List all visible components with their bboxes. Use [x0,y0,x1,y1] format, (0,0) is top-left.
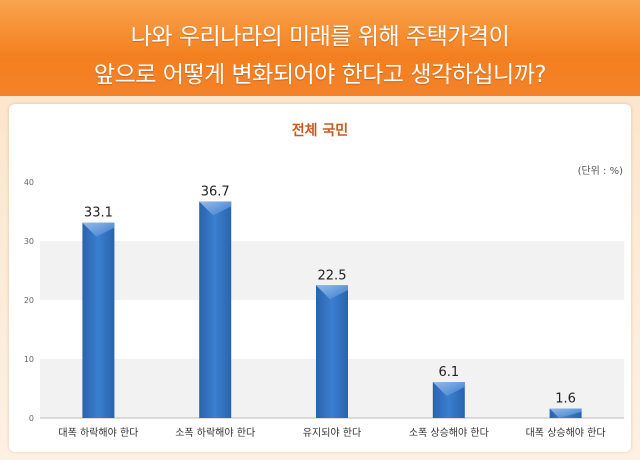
data-label: 6.1 [438,365,459,380]
data-label: 33.1 [84,206,113,221]
x-tick-label: 대폭 상승해야 한다 [526,426,606,439]
data-label: 1.6 [555,392,576,407]
bar-highlight [549,408,582,418]
x-tick-label: 대폭 하락해야 한다 [58,426,138,439]
y-tick-label: 40 [24,178,34,187]
bar-highlight [316,285,348,300]
data-label: 36.7 [201,184,230,199]
bar [316,285,348,418]
bar-highlight [432,382,465,397]
data-label: 22.5 [318,268,347,283]
bar-highlight [199,201,232,216]
unit-label: (단위 : %) [577,166,623,177]
y-tick-label: 0 [29,414,34,423]
x-tick-label: 소폭 상승해야 한다 [409,426,489,439]
question-line-1: 나와 우리나라의 미래를 위해 주택가격이 [130,24,510,50]
x-tick-label: 유지되야 한다 [303,427,361,439]
question-line-2: 앞으로 어떻게 변화되어야 한다고 생각하십니까? [93,62,547,88]
bar [199,201,232,418]
y-tick-label: 30 [24,237,34,246]
chart-title: 전체 국민 [291,123,349,139]
x-tick-label: 소폭 하락해야 한다 [175,426,255,439]
bar [82,222,115,418]
bar-highlight [82,222,115,237]
y-tick-label: 10 [24,355,34,364]
question-banner: 나와 우리나라의 미래를 위해 주택가격이 앞으로 어떻게 변화되어야 한다고 … [0,0,640,96]
y-tick-label: 20 [24,296,34,305]
